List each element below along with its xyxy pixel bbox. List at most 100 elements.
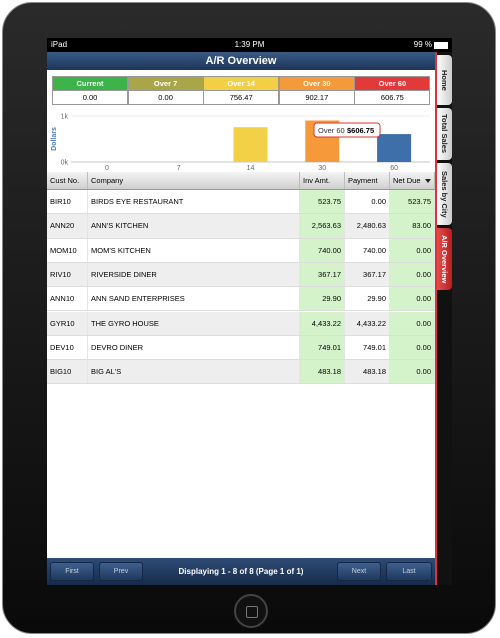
table-cell: 0.00 [390, 262, 435, 287]
aging-chart: Dollars 0k 1k 0 7 14 30 60 Over 60 $606.75 [51, 114, 430, 172]
battery: 99 % [413, 40, 432, 49]
table-cell: 4,433.22 [300, 311, 345, 335]
table-cell: ANN'S KITCHEN [88, 214, 300, 238]
sort-arrow [425, 179, 431, 183]
y-tick-label: 1k [61, 114, 69, 121]
column-header[interactable]: Inv Amt. [300, 172, 345, 189]
tooltip [313, 122, 381, 138]
table-cell: ANN20 [47, 214, 88, 238]
bar [377, 134, 412, 162]
x-tick-label: 60 [390, 165, 398, 172]
side-tab[interactable]: A/R Overview [437, 228, 452, 290]
aging-header: Over 7 [127, 76, 204, 91]
table-cell: MOM10 [47, 238, 88, 262]
column-header[interactable]: Cust No. [47, 172, 88, 189]
table-cell: 749.01 [300, 335, 345, 360]
home-button[interactable] [234, 594, 268, 628]
table-cell: 29.90 [345, 287, 390, 311]
table-cell: THE GYRO HOUSE [88, 311, 300, 335]
table-cell: 4,433.22 [345, 311, 390, 335]
column-header[interactable]: Company [88, 172, 300, 189]
table-row[interactable]: DEV10 DEVRO DINER 749.01 749.01 0.00 [47, 335, 435, 361]
screen: iPad 1:39 PM 99 % A/R Overview Current 0.00 Ov… [47, 38, 452, 585]
table-cell: ANN10 [47, 287, 88, 311]
table-row[interactable]: GYR10 THE GYRO HOUSE 4,433.22 4,433.22 0.00 [47, 311, 435, 336]
app: A/R Overview Current 0.00 Over 7 0.00 Over 14… [47, 52, 435, 585]
status-bar: iPad 1:39 PM 99 % [47, 38, 452, 52]
aging-header: Over 60 [354, 76, 431, 91]
table-header: Cust No. Company Inv Amt. Payment Net Due [47, 172, 435, 190]
table-cell: 367.17 [300, 262, 345, 287]
table-cell: 740.00 [345, 238, 390, 262]
table-row[interactable]: ANN10 ANN SAND ENTERPRISES 29.90 29.90 0.00 [47, 287, 435, 312]
table-row[interactable]: BIR10 BIRDS EYE RESTAURANT 523.75 0.00 523.7… [47, 190, 435, 215]
x-tick-label: 7 [177, 165, 181, 172]
table-cell: 523.75 [390, 190, 435, 214]
table-cell: 0.00 [390, 287, 435, 311]
column-header[interactable]: Net Due [390, 172, 435, 189]
table-cell: BIG10 [47, 360, 88, 384]
table-cell: 483.18 [300, 360, 345, 384]
x-tick-label: 0 [105, 165, 109, 172]
table-cell: 0.00 [390, 360, 435, 384]
side-tab[interactable]: Total Sales [437, 108, 452, 160]
table-cell: 0.00 [390, 311, 435, 335]
aging-value: 0.00 [127, 90, 204, 105]
table-cell: GYR10 [47, 311, 88, 335]
table-row[interactable]: BIG10 BIG AL'S 483.18 483.18 0.00 [47, 360, 435, 385]
y-axis-label: Dollars [51, 127, 58, 151]
aging-header: Over 30 [278, 76, 355, 91]
column-header[interactable]: Payment [345, 172, 390, 189]
home-icon [246, 606, 258, 618]
tooltip-value: $606.75 [347, 126, 374, 135]
device-name: iPad [51, 40, 68, 49]
aging-header: Over 14 [203, 76, 280, 91]
table-cell: ANN SAND ENTERPRISES [88, 287, 300, 311]
table-cell: 0.00 [390, 238, 435, 262]
table-cell: DEV10 [47, 335, 88, 360]
aging-value: 606.75 [354, 90, 431, 105]
table-cell: 523.75 [300, 190, 345, 214]
clock: 1:39 PM [234, 40, 265, 49]
aging-value: 0.00 [52, 90, 128, 105]
bar [233, 127, 268, 162]
x-tick-label: 30 [318, 165, 326, 172]
table-cell: RIVERSIDE DINER [88, 262, 300, 287]
side-tab[interactable]: Sales by City [437, 163, 452, 225]
next-button[interactable]: Next [337, 562, 381, 581]
prev-button[interactable]: Prev [99, 562, 143, 581]
table-cell: DEVRO DINER [88, 335, 300, 360]
x-tick-label: 14 [247, 165, 255, 172]
last-button[interactable]: Last [386, 562, 432, 581]
tooltip-label: Over 60 [318, 126, 345, 135]
table-cell: RIV10 [47, 262, 88, 287]
aging-header: Current [52, 76, 128, 91]
table-cell: 0.00 [345, 190, 390, 214]
side-tabs: Home Total Sales Sales by City A/R Overview [435, 52, 452, 585]
side-tab[interactable]: Home [437, 55, 452, 105]
table-cell: 483.18 [345, 360, 390, 384]
aging-value: 756.47 [203, 90, 280, 105]
table-cell: MOM'S KITCHEN [88, 238, 300, 262]
pager-status: Displaying 1 - 8 of 8 (Page 1 of 1) [178, 567, 304, 576]
table-cell: 740.00 [300, 238, 345, 262]
table-cell: BIG AL'S [88, 360, 300, 384]
table-row[interactable]: MOM10 MOM'S KITCHEN 740.00 740.00 0.00 [47, 238, 435, 263]
aging-value: 902.17 [278, 90, 355, 105]
first-button[interactable]: First [50, 562, 94, 581]
table-cell: 0.00 [390, 335, 435, 360]
battery-icon [434, 42, 448, 49]
table-cell: 83.00 [390, 214, 435, 238]
table-cell: BIRDS EYE RESTAURANT [88, 190, 300, 214]
table-cell: 367.17 [345, 262, 390, 287]
table-cell: BIR10 [47, 190, 88, 214]
table-row[interactable]: ANN20 ANN'S KITCHEN 2,563.63 2,480.63 83.00 [47, 214, 435, 239]
table-row[interactable]: RIV10 RIVERSIDE DINER 367.17 367.17 0.00 [47, 262, 435, 288]
table-cell: 2,563.63 [300, 214, 345, 238]
table-cell: 749.01 [345, 335, 390, 360]
y-tick-label: 0k [61, 160, 69, 167]
table-cell: 2,480.63 [345, 214, 390, 238]
pager: First Prev Next Last Displaying 1 - 8 of 8 (… [47, 558, 435, 585]
title-bar: A/R Overview [47, 52, 435, 70]
